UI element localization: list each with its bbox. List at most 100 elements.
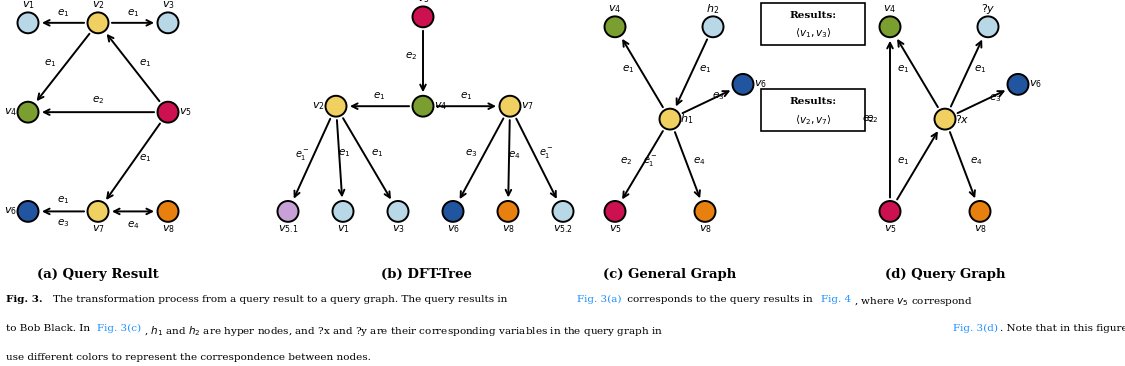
Text: $v_3$: $v_3$ [162,0,174,11]
Text: $h_2$: $h_2$ [706,3,720,16]
Text: $v_5$: $v_5$ [609,223,621,235]
Text: $e_2$: $e_2$ [620,156,632,167]
Text: $v_8$: $v_8$ [973,223,987,235]
Circle shape [158,12,179,33]
Text: Results:: Results: [790,97,837,107]
Circle shape [604,16,626,37]
Text: $e_1$: $e_1$ [57,7,69,19]
Circle shape [694,201,716,222]
Text: $e_2$: $e_2$ [92,94,105,106]
Text: $e_1$: $e_1$ [44,57,56,70]
Text: The transformation process from a query result to a query graph. The query resul: The transformation process from a query … [53,295,511,304]
Text: $e_1$: $e_1$ [371,147,384,159]
Text: $e_1^-$: $e_1^-$ [644,154,658,168]
Text: $v_7$: $v_7$ [91,223,105,235]
Text: $e_4$: $e_4$ [693,156,705,167]
Text: Fig. 4: Fig. 4 [820,295,850,304]
Text: Results:: Results: [790,11,837,20]
Circle shape [413,96,433,117]
Text: $v_5$: $v_5$ [179,106,192,118]
Text: $e_2$: $e_2$ [862,113,874,125]
Text: $v_2$: $v_2$ [312,100,325,112]
Circle shape [604,201,626,222]
Text: $v_{5.1}$: $v_{5.1}$ [278,223,298,235]
Text: $?x$: $?x$ [955,113,970,125]
FancyBboxPatch shape [760,89,865,131]
Text: $?y$: $?y$ [981,3,996,16]
Text: $v_4$: $v_4$ [434,100,447,112]
Circle shape [158,102,179,123]
Text: $v_4$: $v_4$ [883,4,897,15]
Text: $e_1$: $e_1$ [374,90,386,102]
Text: (d) Query Graph: (d) Query Graph [884,268,1006,281]
Text: Fig. 3.: Fig. 3. [6,295,43,304]
Circle shape [18,12,38,33]
Text: $e_1$: $e_1$ [339,147,351,159]
Text: $v_7$: $v_7$ [521,100,534,112]
Text: $e_2$: $e_2$ [405,51,417,63]
Text: $\langle v_2, v_7\rangle$: $\langle v_2, v_7\rangle$ [794,113,831,127]
Circle shape [978,16,999,37]
Text: Fig. 3(c): Fig. 3(c) [98,324,142,333]
Text: , where $v_5$ correspond: , where $v_5$ correspond [854,295,972,308]
Text: $v_6$: $v_6$ [4,206,17,217]
Text: $v_6$: $v_6$ [447,223,459,235]
Text: Fig. 3(d): Fig. 3(d) [953,324,998,333]
Text: $e_4$: $e_4$ [507,149,520,161]
Text: $e_3$: $e_3$ [466,147,478,159]
Text: $e_3$: $e_3$ [712,90,724,102]
Circle shape [158,201,179,222]
Text: to Bob Black. In: to Bob Black. In [6,324,93,333]
Text: $e_1$: $e_1$ [974,63,987,75]
Text: $v_1$: $v_1$ [21,0,35,11]
Circle shape [659,109,681,130]
Text: $v_4$: $v_4$ [609,4,622,15]
Text: $e_4$: $e_4$ [127,219,140,231]
Text: $e_1$: $e_1$ [138,152,151,164]
Text: $e_3$: $e_3$ [56,217,70,229]
Circle shape [880,201,900,222]
Circle shape [552,201,574,222]
Circle shape [278,201,298,222]
Circle shape [88,201,108,222]
Text: $e_1^-$: $e_1^-$ [295,148,309,162]
Circle shape [88,12,108,33]
Text: (b) DFT-Tree: (b) DFT-Tree [380,268,471,281]
Circle shape [18,201,38,222]
Circle shape [333,201,353,222]
Circle shape [442,201,463,222]
Text: . Note that in this figure, we: . Note that in this figure, we [1000,324,1125,333]
Text: $v_5$: $v_5$ [883,223,897,235]
Text: $v_8$: $v_8$ [162,223,174,235]
Text: $v_3$: $v_3$ [392,223,404,235]
Text: (a) Query Result: (a) Query Result [37,268,159,281]
FancyBboxPatch shape [760,3,865,45]
Circle shape [732,74,754,95]
Text: $e_1$: $e_1$ [898,63,910,75]
Text: $v_2$: $v_2$ [91,0,105,11]
Text: $e_3$: $e_3$ [989,92,1001,104]
Text: $v_6$: $v_6$ [1028,78,1042,90]
Circle shape [880,16,900,37]
Text: $e_1$: $e_1$ [57,195,69,206]
Circle shape [387,201,408,222]
Text: corresponds to the query results in: corresponds to the query results in [623,295,816,304]
Circle shape [935,109,955,130]
Text: (c) General Graph: (c) General Graph [603,268,737,281]
Circle shape [413,7,433,27]
Text: $e_1$: $e_1$ [898,156,910,167]
Text: $e_2$: $e_2$ [866,113,879,125]
Text: Fig. 3(a): Fig. 3(a) [576,295,621,304]
Text: $e_1$: $e_1$ [622,63,634,75]
Text: $e_1$: $e_1$ [127,7,140,19]
Text: $e_1^-$: $e_1^-$ [539,146,554,160]
Text: $h_1$: $h_1$ [681,112,694,126]
Text: $v_8$: $v_8$ [502,223,514,235]
Text: $e_1$: $e_1$ [460,90,472,102]
Text: $v_{5.2}$: $v_{5.2}$ [554,223,573,235]
Circle shape [970,201,990,222]
Text: , $h_1$ and $h_2$ are hyper nodes, and ?x and ?y are their corresponding variabl: , $h_1$ and $h_2$ are hyper nodes, and ?… [144,324,664,338]
Text: $v_8$: $v_8$ [699,223,711,235]
Text: $e_4$: $e_4$ [970,156,983,167]
Text: $\langle v_1, v_3\rangle$: $\langle v_1, v_3\rangle$ [794,26,831,40]
